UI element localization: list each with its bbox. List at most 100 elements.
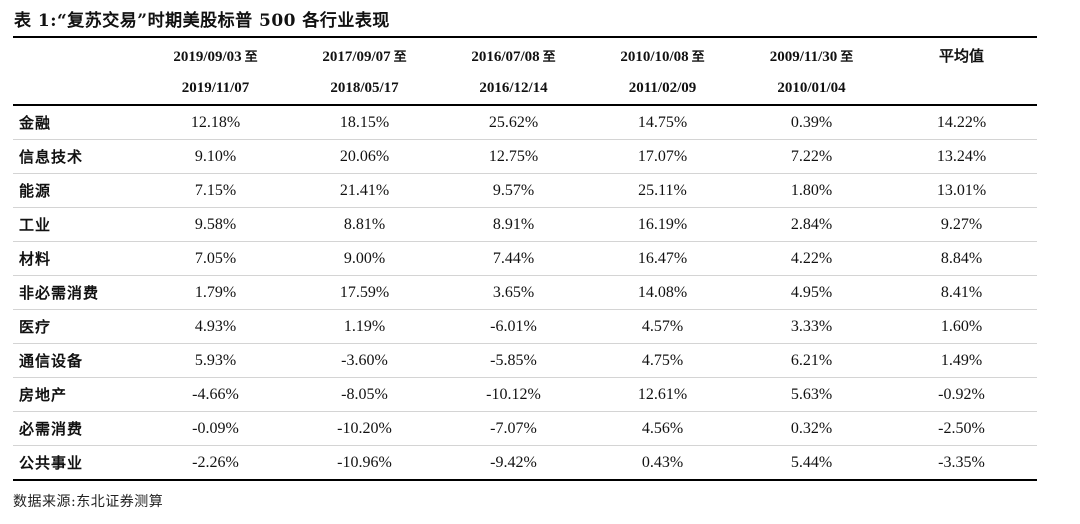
return-value-cell: 12.75% bbox=[439, 139, 588, 174]
return-value-cell: -3.60% bbox=[290, 343, 439, 378]
period-separator: 至 bbox=[244, 49, 258, 65]
average-value-cell: -0.92% bbox=[886, 377, 1037, 412]
source-note: 数据来源:东北证券测算 bbox=[13, 494, 164, 510]
header-period-2-start: 2017/09/07 至 bbox=[290, 36, 439, 73]
sector-name-cell: 能源 bbox=[13, 173, 141, 208]
return-value-cell: -10.20% bbox=[290, 411, 439, 446]
return-value-cell: 0.39% bbox=[737, 105, 886, 140]
return-value-cell: 3.33% bbox=[737, 309, 886, 344]
header-average: 平均值 bbox=[886, 36, 1037, 73]
header-period-5-end: 2010/01/04 bbox=[737, 73, 886, 106]
period-start-date: 2019/09/03 bbox=[173, 48, 242, 65]
return-value-cell: 7.15% bbox=[141, 173, 290, 208]
sector-name-cell: 非必需消费 bbox=[13, 275, 141, 310]
table-row: 必需消费 -0.09% -10.20% -7.07% 4.56% 0.32% -2.50% bbox=[13, 411, 1037, 446]
return-value-cell: 18.15% bbox=[290, 105, 439, 140]
header-average-lower bbox=[886, 73, 1037, 106]
return-value-cell: 5.93% bbox=[141, 343, 290, 378]
return-value-cell: 6.21% bbox=[737, 343, 886, 378]
return-value-cell: 2.84% bbox=[737, 207, 886, 242]
return-value-cell: 1.19% bbox=[290, 309, 439, 344]
return-value-cell: 1.80% bbox=[737, 173, 886, 208]
table-row: 公共事业 -2.26% -10.96% -9.42% 0.43% 5.44% -3.35% bbox=[13, 445, 1037, 481]
period-start-date: 2009/11/30 bbox=[769, 48, 838, 65]
sector-name-cell: 医疗 bbox=[13, 309, 141, 344]
return-value-cell: 9.58% bbox=[141, 207, 290, 242]
return-value-cell: 4.57% bbox=[588, 309, 737, 344]
return-value-cell: 17.07% bbox=[588, 139, 737, 174]
table-row: 信息技术 9.10% 20.06% 12.75% 17.07% 7.22% 13.24% bbox=[13, 139, 1037, 174]
header-corner bbox=[13, 36, 141, 73]
return-value-cell: 14.08% bbox=[588, 275, 737, 310]
average-value-cell: 9.27% bbox=[886, 207, 1037, 242]
period-separator: 至 bbox=[691, 49, 705, 65]
return-value-cell: -0.09% bbox=[141, 411, 290, 446]
sector-name-cell: 材料 bbox=[13, 241, 141, 276]
return-value-cell: 12.61% bbox=[588, 377, 737, 412]
return-value-cell: 16.47% bbox=[588, 241, 737, 276]
table-row: 房地产 -4.66% -8.05% -10.12% 12.61% 5.63% -0.92% bbox=[13, 377, 1037, 412]
header-period-2-end: 2018/05/17 bbox=[290, 73, 439, 106]
table-row: 非必需消费 1.79% 17.59% 3.65% 14.08% 4.95% 8.41% bbox=[13, 275, 1037, 310]
header-row-start: 2019/09/03 至 2017/09/07 至 2016/07/08 至 2010… bbox=[13, 36, 1037, 73]
return-value-cell: 17.59% bbox=[290, 275, 439, 310]
return-value-cell: 1.79% bbox=[141, 275, 290, 310]
return-value-cell: -5.85% bbox=[439, 343, 588, 378]
return-value-cell: 4.95% bbox=[737, 275, 886, 310]
return-value-cell: 20.06% bbox=[290, 139, 439, 174]
return-value-cell: 16.19% bbox=[588, 207, 737, 242]
period-separator: 至 bbox=[393, 49, 407, 65]
return-value-cell: 25.62% bbox=[439, 105, 588, 140]
sector-performance-table: 2019/09/03 至 2017/09/07 至 2016/07/08 至 2010… bbox=[13, 36, 1037, 481]
header-row-end: 2019/11/07 2018/05/17 2016/12/14 2011/02… bbox=[13, 73, 1037, 106]
return-value-cell: -2.26% bbox=[141, 445, 290, 481]
return-value-cell: 7.22% bbox=[737, 139, 886, 174]
table-header: 2019/09/03 至 2017/09/07 至 2016/07/08 至 2010… bbox=[13, 36, 1037, 106]
return-value-cell: 12.18% bbox=[141, 105, 290, 140]
average-value-cell: 1.49% bbox=[886, 343, 1037, 378]
sector-name-cell: 必需消费 bbox=[13, 411, 141, 446]
return-value-cell: 14.75% bbox=[588, 105, 737, 140]
table-body: 金融 12.18% 18.15% 25.62% 14.75% 0.39% 14.22% 信息技… bbox=[13, 105, 1037, 481]
return-value-cell: 21.41% bbox=[290, 173, 439, 208]
average-value-cell: -3.35% bbox=[886, 445, 1037, 481]
return-value-cell: 7.44% bbox=[439, 241, 588, 276]
sector-name-cell: 信息技术 bbox=[13, 139, 141, 174]
return-value-cell: -8.05% bbox=[290, 377, 439, 412]
table-row: 通信设备 5.93% -3.60% -5.85% 4.75% 6.21% 1.49% bbox=[13, 343, 1037, 378]
header-period-4-start: 2010/10/08 至 bbox=[588, 36, 737, 73]
period-start-date: 2010/10/08 bbox=[620, 48, 689, 65]
period-start-date: 2016/07/08 bbox=[471, 48, 540, 65]
header-period-5-start: 2009/11/30 至 bbox=[737, 36, 886, 73]
return-value-cell: 3.65% bbox=[439, 275, 588, 310]
average-value-cell: 14.22% bbox=[886, 105, 1037, 140]
return-value-cell: 4.75% bbox=[588, 343, 737, 378]
period-start-date: 2017/09/07 bbox=[322, 48, 391, 65]
header-period-4-end: 2011/02/09 bbox=[588, 73, 737, 106]
average-value-cell: 8.84% bbox=[886, 241, 1037, 276]
return-value-cell: 5.44% bbox=[737, 445, 886, 481]
sector-name-cell: 通信设备 bbox=[13, 343, 141, 378]
table-row: 材料 7.05% 9.00% 7.44% 16.47% 4.22% 8.84% bbox=[13, 241, 1037, 276]
sector-name-cell: 工业 bbox=[13, 207, 141, 242]
average-value-cell: 13.24% bbox=[886, 139, 1037, 174]
header-period-1-start: 2019/09/03 至 bbox=[141, 36, 290, 73]
average-value-cell: 13.01% bbox=[886, 173, 1037, 208]
header-period-3-end: 2016/12/14 bbox=[439, 73, 588, 106]
table-row: 医疗 4.93% 1.19% -6.01% 4.57% 3.33% 1.60% bbox=[13, 309, 1037, 344]
return-value-cell: 8.91% bbox=[439, 207, 588, 242]
return-value-cell: 9.10% bbox=[141, 139, 290, 174]
table-row: 金融 12.18% 18.15% 25.62% 14.75% 0.39% 14.22% bbox=[13, 105, 1037, 140]
average-value-cell: -2.50% bbox=[886, 411, 1037, 446]
period-separator: 至 bbox=[840, 49, 854, 65]
return-value-cell: 4.22% bbox=[737, 241, 886, 276]
return-value-cell: 9.57% bbox=[439, 173, 588, 208]
average-label: 平均值 bbox=[938, 47, 984, 65]
return-value-cell: -6.01% bbox=[439, 309, 588, 344]
return-value-cell: 4.93% bbox=[141, 309, 290, 344]
sector-name-cell: 金融 bbox=[13, 105, 141, 140]
table-row: 能源 7.15% 21.41% 9.57% 25.11% 1.80% 13.01% bbox=[13, 173, 1037, 208]
sector-name-cell: 公共事业 bbox=[13, 445, 141, 481]
header-period-1-end: 2019/11/07 bbox=[141, 73, 290, 106]
table-row: 工业 9.58% 8.81% 8.91% 16.19% 2.84% 9.27% bbox=[13, 207, 1037, 242]
